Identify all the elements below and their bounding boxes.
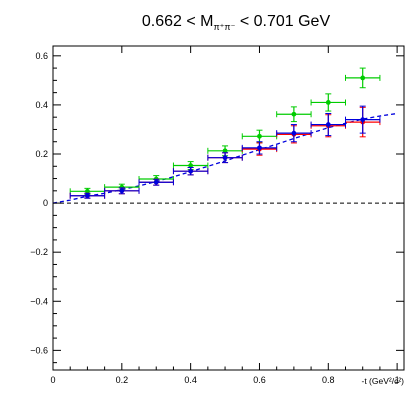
y-tick-label-0-2: −0.2 bbox=[30, 247, 48, 257]
y-tick-label-0-6: 0.6 bbox=[35, 51, 48, 61]
data-marker bbox=[291, 130, 297, 136]
data-marker bbox=[188, 168, 194, 174]
series-2-point-7 bbox=[310, 113, 346, 137]
x-tick-label-0-2: 0.2 bbox=[116, 375, 129, 385]
series-2-point-2 bbox=[138, 178, 174, 186]
data-marker bbox=[325, 100, 331, 105]
y-tick-label-0-2: 0.2 bbox=[35, 149, 48, 159]
data-marker bbox=[257, 145, 262, 151]
series-2-point-8 bbox=[345, 105, 381, 134]
data-marker bbox=[360, 117, 366, 123]
series-2-point-0 bbox=[69, 192, 106, 199]
series-2-point-5 bbox=[241, 141, 278, 155]
x-tick-label-1: 1 bbox=[395, 375, 400, 385]
x-tick-label-0: 0 bbox=[50, 375, 55, 385]
series-2-point-6 bbox=[276, 124, 312, 143]
series-0-point-5 bbox=[241, 129, 278, 143]
data-marker bbox=[222, 155, 228, 161]
series-2-point-4 bbox=[207, 152, 243, 164]
series-0-point-6 bbox=[276, 106, 312, 123]
x-tick-label-0-4: 0.4 bbox=[184, 375, 197, 385]
y-tick-label-0-4: 0.4 bbox=[35, 100, 48, 110]
y-tick-label-0-6: −0.6 bbox=[30, 345, 48, 355]
data-marker bbox=[85, 188, 90, 194]
chart-title-subscript: π⁺π⁻ bbox=[213, 22, 235, 32]
series-2-point-3 bbox=[172, 167, 209, 176]
data-marker bbox=[85, 193, 90, 199]
data-marker bbox=[188, 163, 194, 168]
x-axis-title: -t (GeV²/c²) bbox=[362, 376, 405, 386]
plot-frame bbox=[52, 45, 405, 371]
chart-title: 0.662 < Mπ⁺π⁻ < 0.701 GeV bbox=[142, 13, 331, 32]
series-2 bbox=[69, 105, 381, 199]
data-marker bbox=[325, 122, 331, 127]
data-marker bbox=[360, 75, 366, 81]
x-tick-label-0-6: 0.6 bbox=[253, 375, 266, 385]
series-2-point-1 bbox=[104, 187, 140, 195]
series-0 bbox=[69, 67, 381, 195]
y-tick-label-0-4: −0.4 bbox=[30, 296, 48, 306]
series-0-point-8 bbox=[345, 67, 381, 89]
data-marker bbox=[257, 133, 262, 139]
chart-title-prefix: 0.662 < M bbox=[142, 13, 214, 30]
y-tick-label-0: 0 bbox=[43, 198, 48, 208]
data-marker bbox=[222, 148, 228, 154]
data-marker bbox=[119, 188, 125, 194]
series-0-point-3 bbox=[172, 161, 209, 170]
chart-title-suffix: < 0.701 GeV bbox=[235, 13, 330, 30]
data-marker bbox=[291, 111, 297, 117]
series-0-point-7 bbox=[310, 93, 346, 112]
x-tick-label-0-8: 0.8 bbox=[322, 375, 335, 385]
data-marker bbox=[153, 179, 159, 185]
